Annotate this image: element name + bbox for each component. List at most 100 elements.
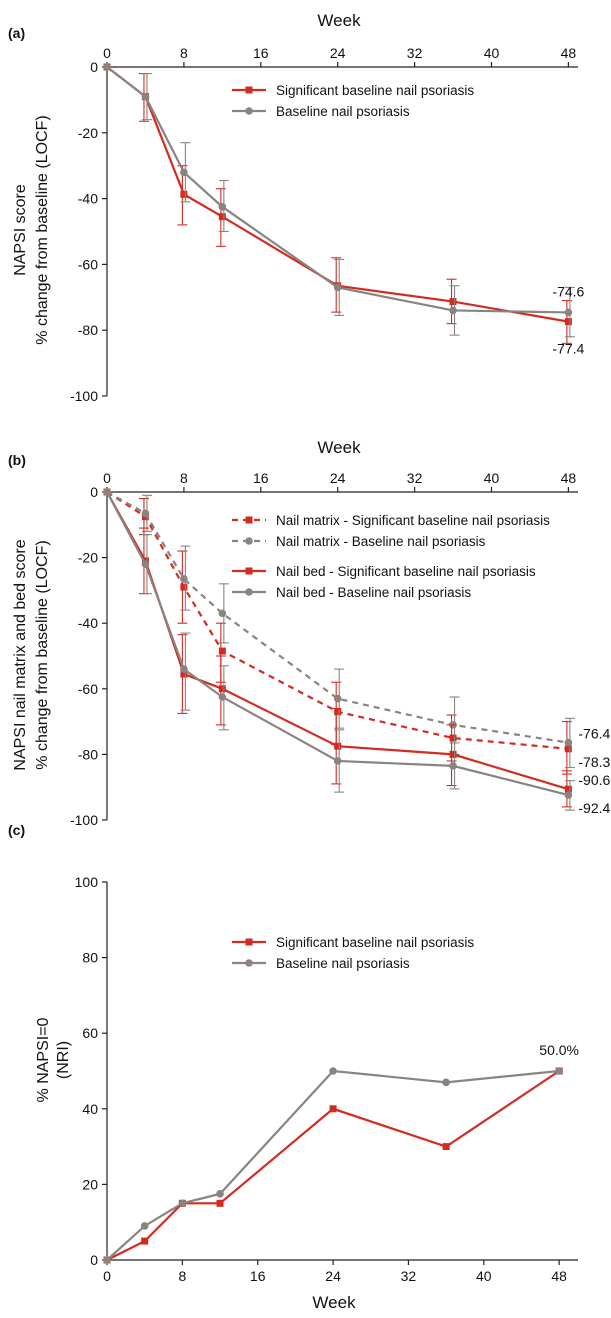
x-tick-label: 48 [551,1268,567,1284]
data-point [216,1199,224,1207]
data-annotation: -77.4 [552,341,584,357]
data-point [141,92,150,101]
data-point [180,190,188,198]
y-tick-label: 0 [90,59,98,75]
legend-label: Baseline nail psoriasis [276,104,410,119]
y-tick-label: 0 [90,484,98,500]
y-tick-label: 20 [82,1176,98,1192]
y-tick-label: -60 [78,681,98,697]
x-tick-label: 0 [103,470,111,486]
x-tick-label: 16 [253,470,269,486]
data-annotation: 50.0% [539,1042,579,1058]
data-point [218,685,226,693]
y-tick-label: 0 [90,1252,98,1268]
chart-panel-c: (c) Week % NAPSI=0 (NRI) 0 8 16 24 32 40 48 0 20… [8,822,579,1312]
y-tick-label: -20 [78,125,98,141]
x-axis-label: Week [317,438,361,457]
y-tick-label: -20 [78,550,98,566]
x-tick-label: 48 [561,470,577,486]
y-tick-label: 80 [82,950,98,966]
panel-label: (b) [8,452,26,468]
data-point [218,647,226,655]
data-point [449,298,457,306]
legend-swatch-marker [245,959,253,967]
data-point [178,1199,187,1208]
y-tick-label: -80 [78,746,98,762]
data-point [449,306,457,315]
legend-swatch-marker [245,588,253,596]
legend-label: Significant baseline nail psoriasis [276,83,474,98]
legend-swatch-marker [245,567,253,575]
x-tick-label: 0 [103,1268,111,1284]
legend-label: Significant baseline nail psoriasis [276,935,474,950]
legend-swatch-marker [245,516,253,524]
y-axis-label-2: % change from baseline (LOCF) [34,115,51,344]
x-tick-label: 16 [253,45,269,61]
data-point [216,1190,224,1198]
data-point [103,63,111,71]
data-point [329,1067,337,1075]
x-tick-label: 40 [484,470,500,486]
series-line [106,1069,560,1261]
x-axis-label: Week [317,11,361,30]
data-point [334,708,342,716]
x-axis-label: Week [312,1293,356,1312]
data-annotation: -92.4 [578,800,610,816]
data-point [564,308,573,317]
y-tick-label: -40 [78,615,98,631]
chart-panel-a: (a) Week NAPSI score % change from basel… [8,11,585,404]
x-tick-label: 32 [407,470,423,486]
y-axis-label: NAPSI score [12,184,29,276]
data-point [564,785,572,793]
data-point [334,742,342,750]
legend-swatch-marker [245,938,253,946]
data-point [449,762,457,770]
data-point [442,1078,450,1087]
y-tick-label: -80 [78,322,98,338]
x-tick-label: 40 [476,1268,492,1284]
y-axis-label-2: (NRI) [55,1041,72,1079]
x-tick-label: 0 [103,45,111,61]
legend-label: Nail bed - Significant baseline nail pso… [276,564,536,579]
data-annotation: -78.3 [578,754,610,770]
legend-swatch-marker [245,107,253,115]
data-point [564,791,573,799]
data-point [180,575,188,583]
data-point [180,168,188,177]
x-tick-label: 32 [401,1268,417,1284]
data-point [103,488,111,496]
y-axis-label: % NAPSI=0 [35,1017,52,1102]
legend-swatch-marker [245,537,253,545]
data-point [103,1256,111,1264]
data-point [333,283,342,292]
x-tick-label: 24 [330,470,346,486]
data-point [555,1067,563,1075]
data-point [218,203,227,211]
series-line [106,1070,560,1261]
data-point [141,1237,149,1245]
y-tick-label: 60 [82,1025,98,1041]
x-tick-label: 8 [180,470,188,486]
panel-label: (a) [8,25,25,41]
legend-swatch-marker [245,86,253,94]
y-tick-label: -100 [70,812,98,828]
data-point [442,1143,450,1151]
data-point [449,750,457,758]
data-point [141,560,150,568]
data-point [333,757,342,765]
data-point [180,665,188,673]
data-point [564,745,572,753]
x-tick-label: 32 [407,45,423,61]
data-annotation: -76.4 [578,726,610,742]
data-point [218,213,226,221]
x-tick-label: 16 [250,1268,266,1284]
data-point [329,1105,337,1113]
y-axis-label-2: % change from baseline (LOCF) [34,540,51,769]
x-tick-label: 24 [325,1268,341,1284]
data-point [564,738,573,747]
data-annotation: -90.6 [578,772,610,788]
y-tick-label: -60 [78,256,98,272]
data-point [218,609,227,618]
data-annotation: -74.6 [552,283,584,299]
